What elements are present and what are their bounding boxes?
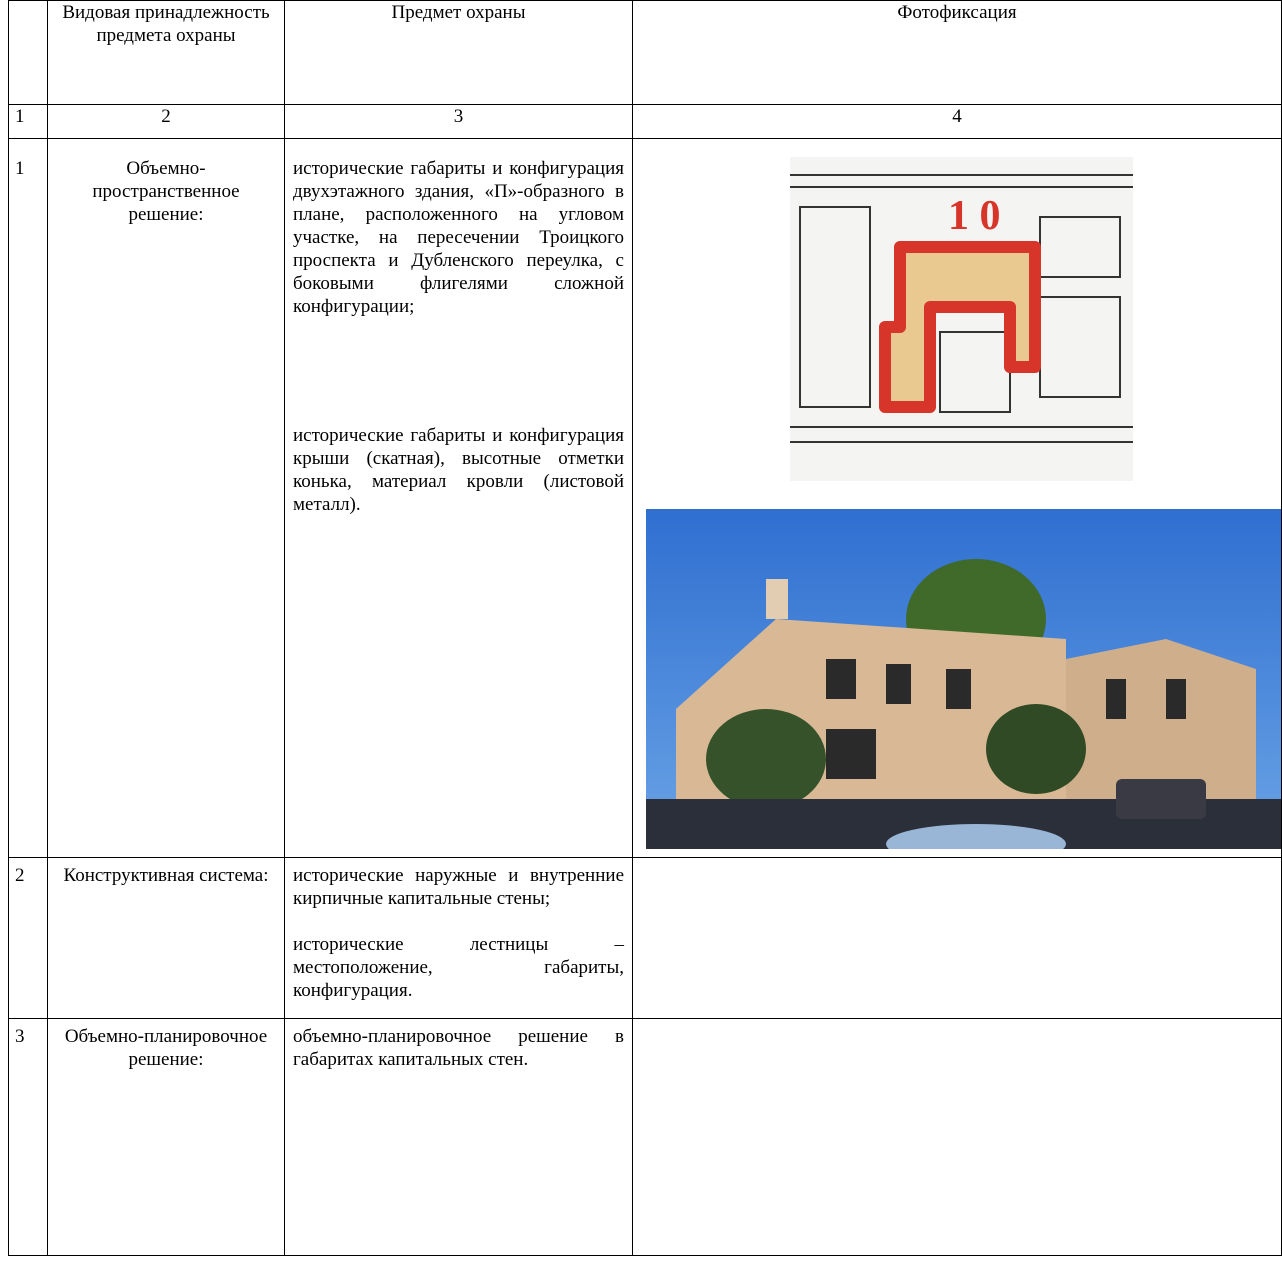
subject-paragraph: исторические габариты и конфигурация дву… (293, 158, 624, 317)
row-kind: Объемно-планировочное решение: (47, 1018, 285, 1256)
number-row: 1 2 3 4 (8, 104, 1282, 139)
row-number: 3 (8, 1018, 48, 1256)
row: 2 Конструктивная система: исторические н… (8, 857, 1282, 1019)
column-number: 4 (632, 104, 1282, 139)
photo-cell: 1 0 (632, 138, 1282, 858)
site-plan-image: 1 0 (790, 157, 1133, 481)
svg-text:1 0: 1 0 (948, 193, 1001, 239)
photo-cell (632, 1018, 1282, 1256)
column-number: 3 (284, 104, 633, 139)
row-subject: исторические габариты и конфигурация дву… (284, 138, 633, 858)
row-number: 2 (8, 857, 48, 1019)
subject-paragraph: исторические наружные и внутренние кирпи… (293, 865, 624, 909)
header-row: Видовая принадлежность предмета охраны П… (8, 0, 1282, 105)
row: 1 Объемно-пространственное решение: исто… (8, 138, 1282, 858)
subject-paragraph: объемно-планировочное решение в габарита… (293, 1026, 624, 1070)
building-photo (646, 509, 1281, 849)
header-cell (8, 0, 48, 105)
header-cell: Фотофиксация (632, 0, 1282, 105)
protection-table: Видовая принадлежность предмета охраны П… (8, 0, 1282, 1256)
subject-paragraph: исторические лестницы – местоположение, … (293, 934, 624, 1001)
column-number: 2 (47, 104, 285, 139)
row-kind: Конструктивная система: (47, 857, 285, 1019)
row-number: 1 (8, 138, 48, 858)
row-subject: объемно-планировочное решение в габарита… (284, 1018, 633, 1256)
subject-paragraph: исторические габариты и конфигурация кры… (293, 425, 624, 515)
row: 3 Объемно-планировочное решение: объемно… (8, 1018, 1282, 1256)
row-kind: Объемно-пространственное решение: (47, 138, 285, 858)
column-number: 1 (8, 104, 48, 139)
header-cell: Предмет охраны (284, 0, 633, 105)
photo-cell (632, 857, 1282, 1019)
row-subject: исторические наружные и внутренние кирпи… (284, 857, 633, 1019)
header-cell: Видовая принадлежность предмета охраны (47, 0, 285, 105)
